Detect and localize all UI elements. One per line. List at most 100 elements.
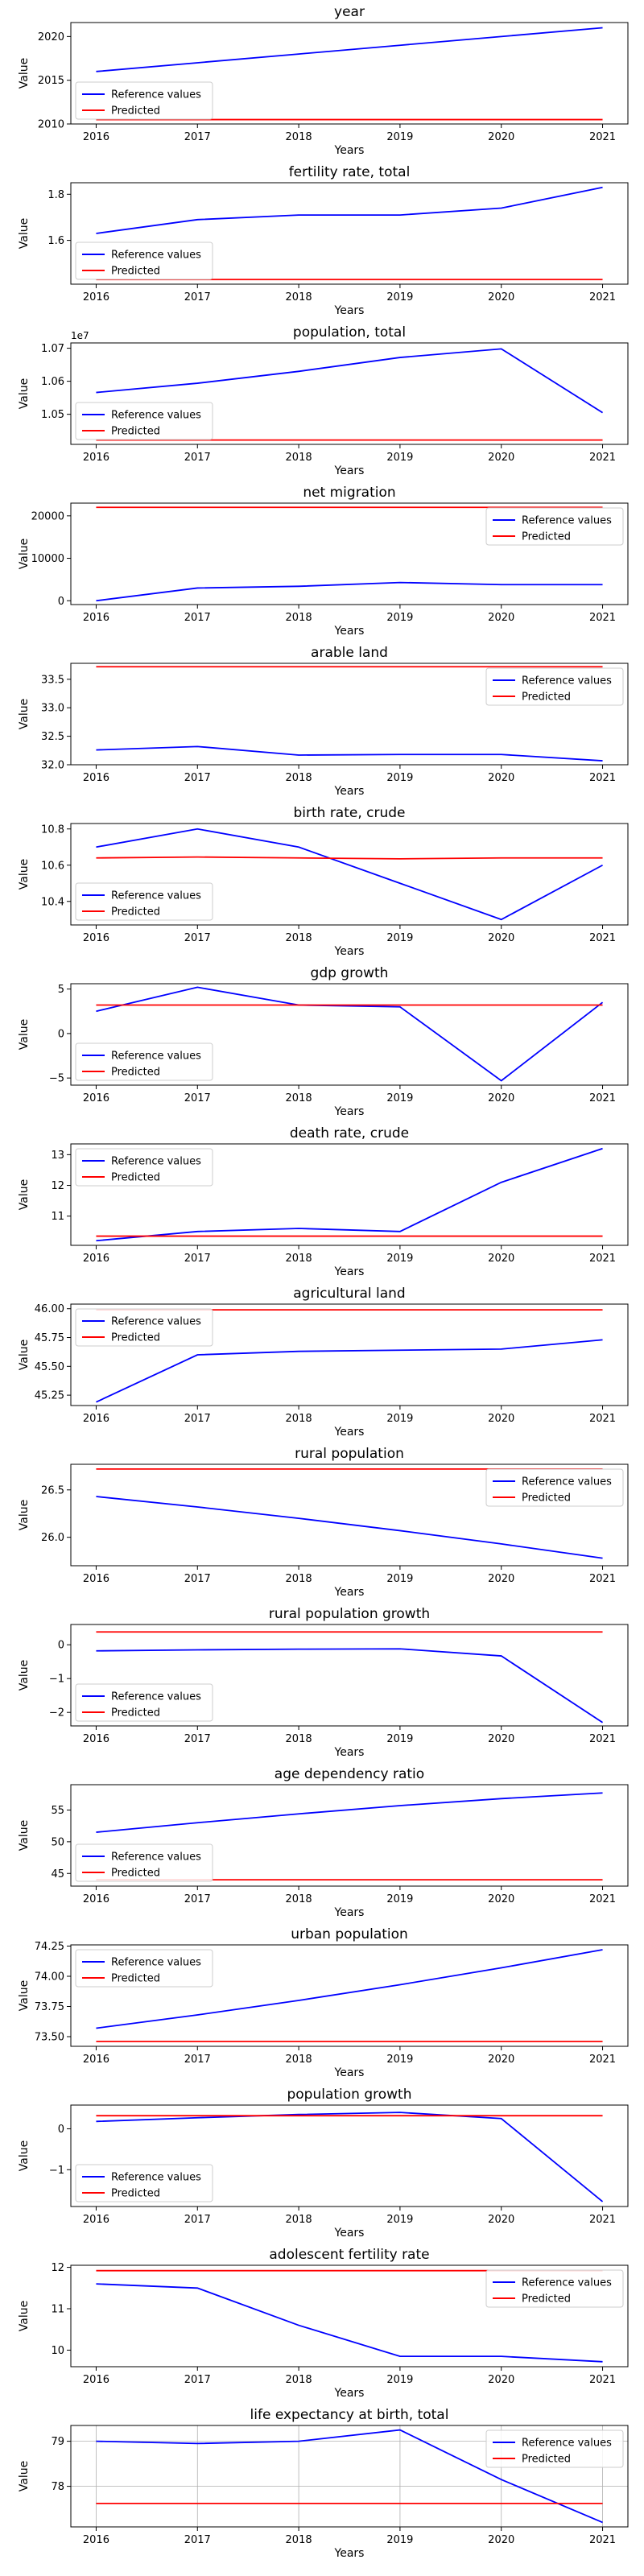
legend-predicted-label: Predicted: [111, 1332, 160, 1344]
subplot-4: net migration 2016 2017 2018 2019 2020 2021 0 10…: [18, 485, 629, 638]
x-tick-label: 2017: [184, 612, 211, 624]
x-tick-label: 2019: [386, 452, 413, 464]
legend: Reference values Predicted: [485, 1468, 624, 1507]
legend-box: [75, 1042, 213, 1081]
x-tick-label: 2020: [488, 1573, 514, 1585]
x-tick-label: 2016: [83, 1253, 109, 1265]
y-tick-label: 1.6: [47, 235, 64, 247]
y-tick-label: 10.4: [41, 896, 64, 908]
legend-reference-label: Reference values: [111, 1957, 201, 1969]
y-axis-label: Value: [18, 1500, 31, 1530]
legend-box: [75, 1843, 213, 1882]
subplot-8: death rate, crude 2016 2017 2018 2019 2020 202…: [18, 1125, 629, 1278]
x-tick-label: 2016: [83, 131, 109, 143]
x-tick-label: 2021: [589, 1733, 616, 1745]
reference-series-line: [96, 2112, 604, 2202]
legend: Reference values Predicted: [75, 882, 213, 921]
axes-frame: [70, 1143, 629, 1246]
x-tick-label: 2020: [488, 1893, 514, 1905]
x-tick-label: 2021: [589, 1573, 616, 1585]
legend-box: [75, 402, 213, 440]
x-tick-label: 2018: [286, 452, 312, 464]
x-axis-label: Years: [334, 1265, 365, 1278]
x-tick-label: 2019: [386, 131, 413, 143]
subplot-5: arable land 2016 2017 2018 2019 2020 2021 32.0 3…: [18, 645, 629, 798]
x-tick-label: 2019: [386, 1733, 413, 1745]
subplot-11: rural population growth 2016 2017 2018 2019 2…: [18, 1606, 629, 1759]
subplot-1: year 2016 2017 2018 2019 2020 2021 2010 2015 2020…: [18, 4, 629, 157]
axes-frame: [70, 1463, 629, 1567]
x-axis-label: Years: [334, 1426, 365, 1439]
x-tick-label: 2016: [83, 2534, 109, 2546]
reference-series-line: [96, 27, 603, 72]
x-tick-label: 2016: [83, 772, 109, 784]
legend-reference-label: Reference values: [111, 2172, 201, 2184]
legend: Reference values Predicted: [485, 507, 624, 546]
reference-series-line: [96, 1949, 603, 2029]
y-tick-label: 45.50: [35, 1361, 64, 1373]
y-tick-label: 55: [51, 1805, 64, 1817]
y-tick-label: 10.8: [41, 824, 64, 836]
subplot-3: population, total 2016 2017 2018 2019 2020 202…: [18, 324, 629, 477]
x-axis-label: Years: [334, 2066, 365, 2079]
legend-predicted-label: Predicted: [522, 2293, 571, 2306]
legend-box: [75, 1148, 213, 1187]
reference-series-line: [96, 2429, 603, 2524]
y-axis-label: Value: [18, 2140, 31, 2171]
legend-reference-label: Reference values: [522, 675, 612, 687]
subplot-title: death rate, crude: [290, 1125, 409, 1141]
x-tick-label: 2018: [286, 1413, 312, 1425]
x-tick-label: 2017: [184, 1733, 211, 1745]
y-axis-label: Value: [18, 1980, 31, 2011]
legend-predicted-label: Predicted: [522, 691, 571, 704]
subplot-2: fertility rate, total 2016 2017 2018 2019 202…: [18, 164, 629, 317]
x-tick-label: 2017: [184, 2054, 211, 2066]
x-tick-label: 2021: [589, 291, 616, 303]
y-tick-label: 32.5: [41, 731, 64, 743]
subplot-6: birth rate, crude 2016 2017 2018 2019 2020 202…: [18, 805, 629, 958]
y-axis-label: Value: [18, 1019, 31, 1050]
x-tick-label: 2021: [589, 131, 616, 143]
legend-predicted-label: Predicted: [111, 2188, 160, 2200]
legend-predicted-label: Predicted: [111, 1868, 160, 1880]
subplot-title: life expectancy at birth, total: [250, 2407, 449, 2423]
axes-frame: [70, 1303, 629, 1406]
legend-reference-label: Reference values: [522, 2277, 612, 2289]
y-axis-label: Value: [18, 699, 31, 729]
legend-reference-label: Reference values: [111, 1051, 201, 1063]
legend-box: [75, 1949, 213, 1988]
legend-box: [485, 507, 624, 546]
y-tick-label: 10000: [31, 553, 64, 565]
x-tick-label: 2019: [386, 1413, 413, 1425]
reference-series-line: [96, 1792, 603, 1833]
x-tick-label: 2016: [83, 1573, 109, 1585]
subplot-title: rural population: [295, 1446, 404, 1462]
x-tick-label: 2019: [386, 2214, 413, 2226]
y-axis-label: Value: [18, 58, 31, 89]
subplot-13: urban population 2016 2017 2018 2019 2020 2021…: [18, 1926, 629, 2079]
axes-frame: [70, 342, 629, 445]
x-tick-label: 2016: [83, 1413, 109, 1425]
x-tick-label: 2016: [83, 2214, 109, 2226]
y-tick-label: 1.06: [41, 376, 64, 388]
x-tick-label: 2017: [184, 131, 211, 143]
legend: Reference values Predicted: [485, 667, 624, 706]
y-tick-label: 1.8: [47, 189, 64, 201]
legend-predicted-label: Predicted: [111, 1067, 160, 1079]
x-tick-label: 2018: [286, 1893, 312, 1905]
subplot-title: birth rate, crude: [293, 805, 405, 821]
x-tick-label: 2021: [589, 772, 616, 784]
y-tick-label: 78: [51, 2481, 64, 2493]
x-tick-label: 2018: [286, 291, 312, 303]
axes-frame: [70, 2425, 629, 2528]
x-tick-label: 2016: [83, 2054, 109, 2066]
legend-reference-label: Reference values: [111, 1852, 201, 1864]
y-axis-label: Value: [18, 378, 31, 409]
x-tick-label: 2017: [184, 291, 211, 303]
x-axis-label: Years: [334, 144, 365, 157]
x-tick-label: 2021: [589, 2054, 616, 2066]
legend: Reference values Predicted: [75, 1308, 213, 1347]
x-tick-label: 2017: [184, 772, 211, 784]
x-tick-label: 2019: [386, 2054, 413, 2066]
reference-series-line: [96, 1496, 603, 1559]
